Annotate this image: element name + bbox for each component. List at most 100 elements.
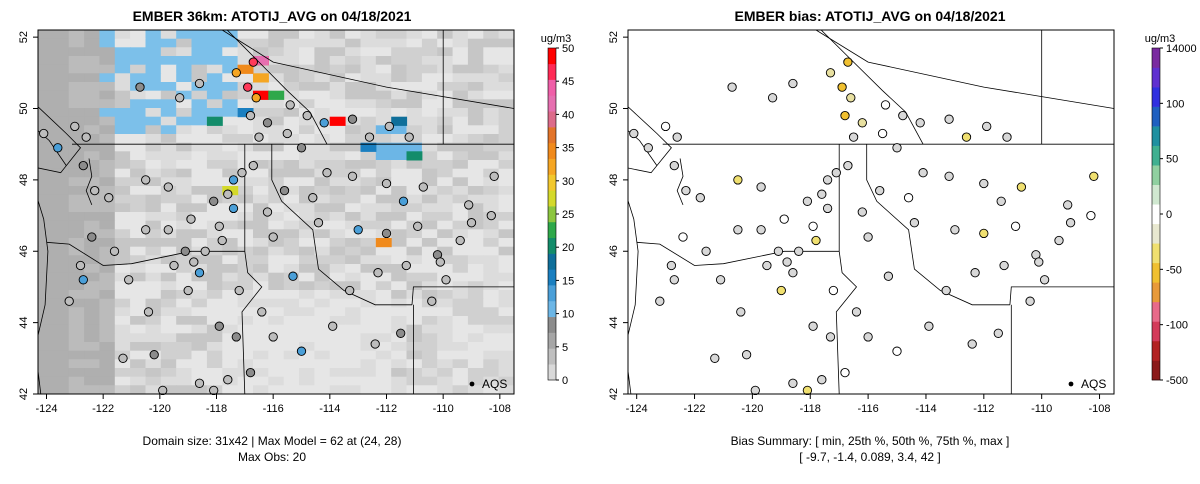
grid-cell bbox=[314, 212, 331, 222]
aqs-site-point bbox=[715, 275, 726, 285]
aqs-site-point bbox=[296, 143, 307, 153]
grid-cell bbox=[406, 90, 423, 100]
grid-cell bbox=[176, 125, 193, 135]
grid-cell bbox=[99, 316, 116, 326]
grid-cell bbox=[375, 168, 392, 178]
left-colorbar-unit: ug/m3 bbox=[541, 33, 572, 45]
grid-cell bbox=[84, 160, 100, 170]
grid-cell bbox=[268, 99, 285, 109]
grid-cell bbox=[253, 316, 269, 326]
grid-cell bbox=[437, 385, 454, 395]
y-tick-label: 44 bbox=[18, 317, 30, 329]
grid-cell bbox=[314, 90, 331, 100]
grid-cell bbox=[329, 90, 346, 100]
grid-cell bbox=[345, 203, 361, 213]
aqs-site-point bbox=[733, 175, 743, 185]
x-tick-label: -118 bbox=[206, 403, 227, 415]
grid-cell bbox=[406, 212, 423, 222]
boundary-line bbox=[411, 286, 514, 305]
grid-cell bbox=[437, 238, 454, 248]
grid-cell bbox=[114, 38, 131, 48]
grid-cell bbox=[145, 168, 162, 178]
aqs-site-point bbox=[109, 246, 120, 256]
grid-cell bbox=[467, 194, 484, 204]
grid-cell bbox=[268, 168, 285, 178]
left-plot-frame bbox=[37, 29, 515, 395]
grid-cell bbox=[391, 134, 408, 144]
grid-cell bbox=[114, 246, 131, 256]
grid-cell bbox=[283, 376, 300, 386]
grid-cell bbox=[114, 359, 131, 369]
aqs-site-point bbox=[70, 121, 80, 132]
aqs-site-point bbox=[78, 160, 88, 171]
grid-cell bbox=[314, 272, 331, 282]
grid-cell bbox=[391, 64, 408, 74]
grid-cell bbox=[38, 212, 54, 222]
grid-cell bbox=[145, 229, 162, 239]
grid-cell bbox=[406, 238, 423, 248]
grid-cell bbox=[191, 64, 208, 74]
grid-cell bbox=[68, 316, 85, 326]
aqs-site-point bbox=[217, 235, 227, 246]
grid-cell bbox=[222, 116, 239, 126]
grid-cell bbox=[452, 342, 469, 352]
grid-cell bbox=[375, 151, 392, 161]
grid-cell bbox=[130, 324, 146, 334]
grid-cell bbox=[237, 229, 254, 239]
grid-cell bbox=[176, 368, 193, 378]
grid-cell bbox=[437, 90, 454, 100]
grid-cell bbox=[483, 64, 500, 74]
grid-cell bbox=[68, 134, 85, 144]
grid-cell bbox=[345, 255, 361, 265]
grid-cell bbox=[38, 194, 54, 204]
grid-cell bbox=[38, 56, 54, 66]
grid-cell bbox=[68, 359, 85, 369]
y-tick-label: 52 bbox=[18, 31, 30, 43]
x-tick-label: -120 bbox=[741, 403, 763, 415]
grid-cell bbox=[314, 73, 331, 83]
aqs-site-point bbox=[776, 285, 786, 296]
grid-cell bbox=[237, 186, 254, 196]
y-tick-label: 48 bbox=[608, 174, 620, 186]
left-footer-line-1: Domain size: 31x42 | Max Model = 62 at (… bbox=[143, 434, 402, 448]
grid-cell bbox=[406, 333, 423, 343]
grid-cell bbox=[191, 38, 208, 48]
grid-cell bbox=[114, 151, 131, 161]
grid-cell bbox=[160, 116, 177, 126]
grid-cell bbox=[253, 220, 269, 230]
grid-cell bbox=[253, 30, 269, 40]
boundary-line bbox=[835, 251, 858, 394]
grid-cell bbox=[38, 82, 54, 92]
grid-cell bbox=[160, 134, 177, 144]
grid-cell bbox=[452, 160, 469, 170]
grid-cell bbox=[467, 264, 484, 274]
grid-cell bbox=[314, 99, 331, 109]
grid-cell bbox=[391, 30, 408, 40]
grid-cell bbox=[406, 142, 423, 152]
grid-cell bbox=[375, 108, 392, 118]
grid-cell bbox=[391, 316, 408, 326]
grid-cell bbox=[53, 134, 70, 144]
grid-cell bbox=[130, 255, 146, 265]
grid-cell bbox=[467, 82, 484, 92]
aqs-site-point bbox=[251, 93, 261, 103]
aqs-site-point bbox=[701, 246, 711, 256]
grid-cell bbox=[483, 342, 500, 352]
colorbar-swatch bbox=[1152, 282, 1160, 303]
aqs-site-point bbox=[104, 193, 114, 203]
grid-cell bbox=[283, 203, 300, 213]
grid-cell bbox=[314, 255, 331, 265]
grid-cell bbox=[176, 168, 193, 178]
grid-cell bbox=[176, 220, 193, 230]
grid-cell bbox=[130, 203, 146, 213]
x-tick-label: -112 bbox=[973, 403, 994, 415]
grid-cell bbox=[222, 316, 239, 326]
grid-cell bbox=[160, 73, 177, 83]
aqs-site-point bbox=[802, 196, 813, 206]
grid-cell bbox=[360, 203, 377, 213]
grid-cell bbox=[114, 90, 131, 100]
aqs-site-point bbox=[158, 385, 168, 396]
grid-cell bbox=[99, 99, 116, 109]
grid-cell bbox=[176, 108, 193, 118]
grid-cell bbox=[452, 177, 469, 187]
